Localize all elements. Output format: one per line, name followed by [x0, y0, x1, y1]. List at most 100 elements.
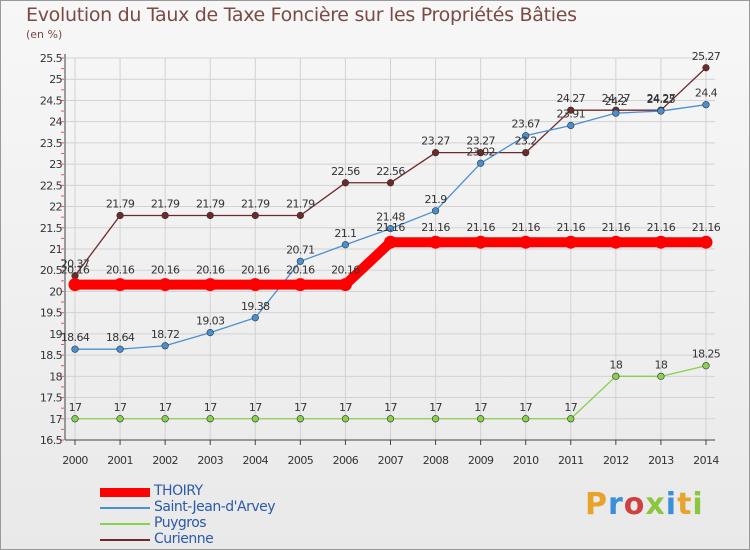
y-tick-label: 25.5 [40, 52, 63, 65]
data-label: 18.64 [106, 331, 135, 344]
legend: THOIRY Saint-Jean-d'Arvey Puygros Curienne [100, 483, 360, 548]
data-label: 18.64 [61, 331, 90, 344]
data-point [702, 101, 710, 109]
data-label: 24.4 [695, 87, 718, 100]
data-point [386, 179, 395, 187]
data-point [519, 235, 533, 249]
x-tick-label: 2003 [197, 454, 223, 467]
data-point [612, 109, 620, 117]
data-label: 21.79 [196, 197, 225, 210]
legend-swatch [100, 523, 150, 525]
data-point [158, 278, 172, 292]
x-tick-labels: 2000 2001 2002 2003 2004 2005 2006 2007 2008 2009… [62, 454, 720, 467]
data-point [68, 278, 82, 292]
data-label: 17 [249, 401, 262, 414]
series-points [68, 64, 713, 423]
data-point [612, 372, 620, 380]
y-tick-label: 19.5 [40, 307, 63, 320]
legend-label: Saint-Jean-d'Arvey [154, 499, 276, 515]
data-label: 21.16 [602, 221, 631, 234]
y-tick-label: 22 [49, 201, 62, 214]
logo-letter: i [665, 487, 678, 522]
y-tick-label: 21 [49, 243, 62, 256]
data-point [341, 179, 350, 187]
data-point [71, 345, 79, 353]
data-label: 20.16 [331, 264, 360, 277]
data-label: 24.25 [647, 93, 676, 106]
x-tick-label: 2012 [603, 454, 629, 467]
y-tick-label: 18.5 [40, 349, 63, 362]
data-label: 23.02 [466, 145, 495, 158]
y-tick-label: 24.5 [40, 94, 63, 107]
data-point [296, 257, 304, 265]
data-label: 24.27 [557, 92, 586, 105]
data-label: 21.16 [466, 221, 495, 234]
data-point [477, 415, 485, 423]
y-tick-label: 20.5 [40, 264, 63, 277]
data-point [522, 132, 530, 140]
data-label: 17 [429, 401, 442, 414]
x-tick-label: 2014 [693, 454, 719, 467]
data-point [71, 415, 79, 423]
x-tick-label: 2001 [107, 454, 133, 467]
data-point [116, 415, 124, 423]
x-tick-label: 2006 [333, 454, 359, 467]
data-point [699, 235, 713, 249]
data-point [341, 241, 350, 249]
y-tick-label: 22.5 [40, 179, 63, 192]
data-point [116, 211, 124, 220]
data-label: 20.16 [196, 264, 225, 277]
logo-letter: r [608, 487, 624, 522]
data-point [296, 211, 304, 220]
data-label: 20.37 [61, 258, 90, 271]
data-label: 21.79 [106, 197, 135, 210]
y-tick-label: 25 [49, 73, 62, 86]
data-label: 20.16 [106, 264, 135, 277]
data-point [567, 415, 575, 423]
axes [61, 54, 715, 445]
data-point [206, 329, 214, 337]
data-label: 24.27 [602, 92, 631, 105]
data-label: 19.38 [241, 300, 270, 313]
data-point [429, 235, 443, 249]
data-label: 21.9 [425, 193, 448, 206]
data-label: 23.27 [421, 135, 450, 148]
x-tick-label: 2010 [513, 454, 539, 467]
data-label: 20.16 [151, 264, 180, 277]
y-tick-label: 20 [49, 285, 62, 298]
data-point [116, 345, 124, 353]
data-labels: 17 17 17 17 17 17 17 17 17 17 17 17 18 18 18.25 20.37 21… [61, 50, 722, 414]
logo-letter: i [692, 487, 704, 522]
y-tick-labels: 16.5 17 17.5 18 18.5 19 19.5 20 20.5 21 21.5 22 22.5… [40, 52, 63, 447]
y-tick-label: 17 [49, 413, 62, 426]
y-tick-label: 16.5 [40, 434, 63, 447]
x-tick-label: 2000 [62, 454, 88, 467]
data-point [251, 314, 259, 322]
data-label: 21.16 [647, 221, 676, 234]
data-point [702, 362, 710, 370]
data-label: 21.79 [151, 197, 180, 210]
data-label: 17 [204, 401, 217, 414]
chart-title: Evolution du Taux de Taxe Foncière sur l… [26, 4, 577, 26]
data-label: 23.27 [466, 135, 495, 148]
data-label: 19.03 [196, 315, 225, 328]
grid [65, 57, 715, 441]
data-label: 17 [474, 401, 487, 414]
data-point [657, 107, 665, 115]
data-point [564, 235, 578, 249]
y-tick-label: 23.5 [40, 137, 63, 150]
x-tick-label: 2008 [423, 454, 449, 467]
data-label: 17 [384, 401, 397, 414]
data-label: 18.25 [692, 348, 721, 361]
data-label: 17 [519, 401, 532, 414]
legend-item: THOIRY [100, 483, 360, 500]
data-label: 17 [294, 401, 307, 414]
x-tick-label: 2004 [242, 454, 268, 467]
data-point [206, 415, 214, 423]
data-point [383, 235, 397, 249]
x-tick-label: 2009 [468, 454, 494, 467]
data-label: 24.2 [605, 95, 627, 108]
data-point [609, 235, 623, 249]
data-label: 21.79 [286, 197, 315, 210]
